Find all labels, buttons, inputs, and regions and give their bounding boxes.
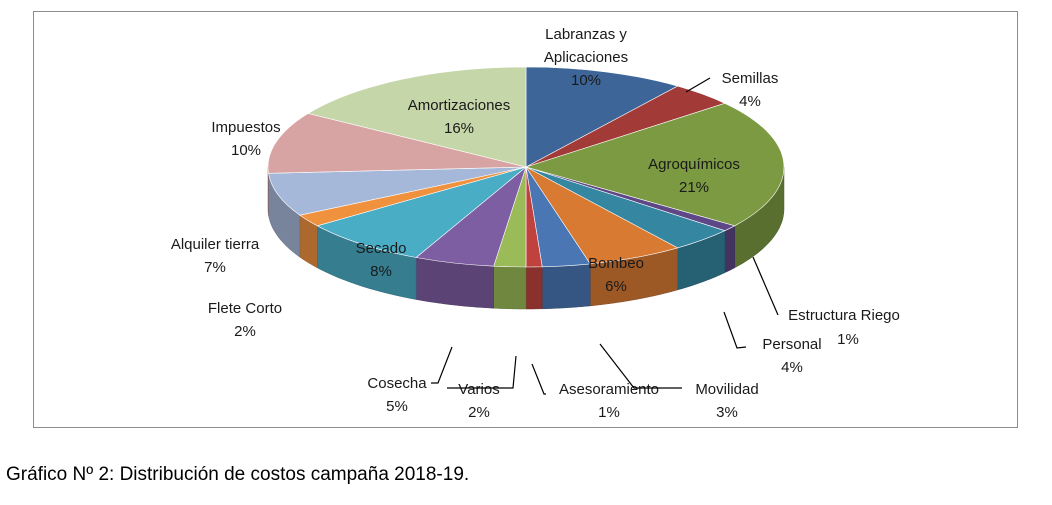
side-movilidad	[541, 263, 591, 310]
label-personal: Personal 4%	[762, 336, 821, 376]
label-name-estructura-riego: Estructura Riego	[788, 307, 900, 324]
label-value-amortizaciones: 16%	[444, 120, 474, 137]
chart-caption: Gráfico Nº 2: Distribución de costos cam…	[6, 464, 470, 485]
label-name-secado: Secado	[356, 240, 407, 257]
pie-top-faces	[267, 66, 785, 268]
label-value-cosecha: 5%	[386, 398, 408, 415]
label-asesoramiento: Asesoramiento 1%	[559, 381, 659, 421]
label-name-personal: Personal	[762, 336, 821, 353]
label-name-semillas: Semillas	[722, 70, 779, 87]
label-name-amortizaciones: Amortizaciones	[408, 97, 511, 114]
label-name-impuestos: Impuestos	[211, 119, 280, 136]
slice-agroquimicos	[524, 102, 785, 227]
label-value-impuestos: 10%	[231, 142, 261, 159]
slice-labranzas-y-aplicaciones	[525, 66, 679, 168]
label-impuestos: Impuestos 10%	[211, 119, 280, 159]
pie-side-faces	[267, 166, 785, 310]
label-varios: Varios 2%	[458, 381, 499, 421]
side-varios	[493, 265, 527, 310]
slice-impuestos	[267, 113, 527, 174]
pie-leader-lines	[431, 77, 779, 395]
label-value-personal: 4%	[781, 359, 803, 376]
leader-estructura-riego	[752, 256, 779, 316]
label-value-movilidad: 3%	[716, 404, 738, 421]
side-asesoramiento	[525, 266, 543, 310]
pie-chart: Labranzas y Aplicaciones 10% Semillas 4% Agro…	[171, 26, 900, 421]
label-amortizaciones: Amortizaciones 16%	[408, 97, 511, 137]
label-cosecha: Cosecha 5%	[367, 375, 427, 415]
label-name-bombeo: Bombeo	[588, 255, 644, 272]
label-name-labranzas-y-aplicaciones-2: Aplicaciones	[544, 49, 628, 66]
label-name-alquiler-tierra: Alquiler tierra	[171, 236, 260, 253]
label-bombeo: Bombeo 6%	[588, 255, 644, 295]
label-estructura-riego: Estructura Riego 1%	[788, 307, 900, 348]
leader-personal	[723, 311, 747, 349]
label-name-asesoramiento: Asesoramiento	[559, 381, 659, 398]
label-value-varios: 2%	[468, 404, 490, 421]
slice-secado	[316, 166, 527, 258]
side-estructura-riego	[724, 225, 735, 274]
label-name-flete-corto: Flete Corto	[208, 300, 282, 317]
leader-movilidad	[599, 343, 682, 389]
leader-semillas	[685, 77, 711, 93]
label-name-labranzas-y-aplicaciones-1: Labranzas y	[545, 26, 627, 43]
label-flete-corto: Flete Corto 2%	[208, 300, 282, 340]
label-value-semillas: 4%	[739, 93, 761, 110]
slice-alquiler-tierra	[268, 166, 527, 216]
label-secado: Secado 8%	[356, 240, 407, 280]
label-value-agroquimicos: 21%	[679, 179, 709, 196]
pie-labels: Labranzas y Aplicaciones 10% Semillas 4% Agro…	[171, 26, 900, 421]
leader-asesoramiento	[531, 363, 546, 395]
chart-frame: Labranzas y Aplicaciones 10% Semillas 4% Agro…	[33, 11, 1018, 428]
label-value-estructura-riego: 1%	[837, 331, 859, 348]
label-labranzas-y-aplicaciones: Labranzas y Aplicaciones 10%	[544, 26, 628, 89]
label-name-cosecha: Cosecha	[367, 375, 427, 392]
label-value-asesoramiento: 1%	[598, 404, 620, 421]
label-value-flete-corto: 2%	[234, 323, 256, 340]
label-name-varios: Varios	[458, 381, 499, 398]
leader-varios	[447, 355, 517, 389]
label-semillas: Semillas 4%	[722, 70, 779, 110]
label-name-movilidad: Movilidad	[695, 381, 758, 398]
label-value-secado: 8%	[370, 263, 392, 280]
label-alquiler-tierra: Alquiler tierra 7%	[171, 236, 260, 276]
leader-cosecha	[431, 346, 453, 384]
label-value-bombeo: 6%	[605, 278, 627, 295]
label-agroquimicos: Agroquímicos 21%	[648, 156, 740, 196]
label-movilidad: Movilidad 3%	[695, 381, 758, 421]
label-name-agroquimicos: Agroquímicos	[648, 156, 740, 173]
label-value-alquiler-tierra: 7%	[204, 259, 226, 276]
label-value-labranzas-y-aplicaciones: 10%	[571, 72, 601, 89]
slice-amortizaciones	[307, 66, 527, 168]
